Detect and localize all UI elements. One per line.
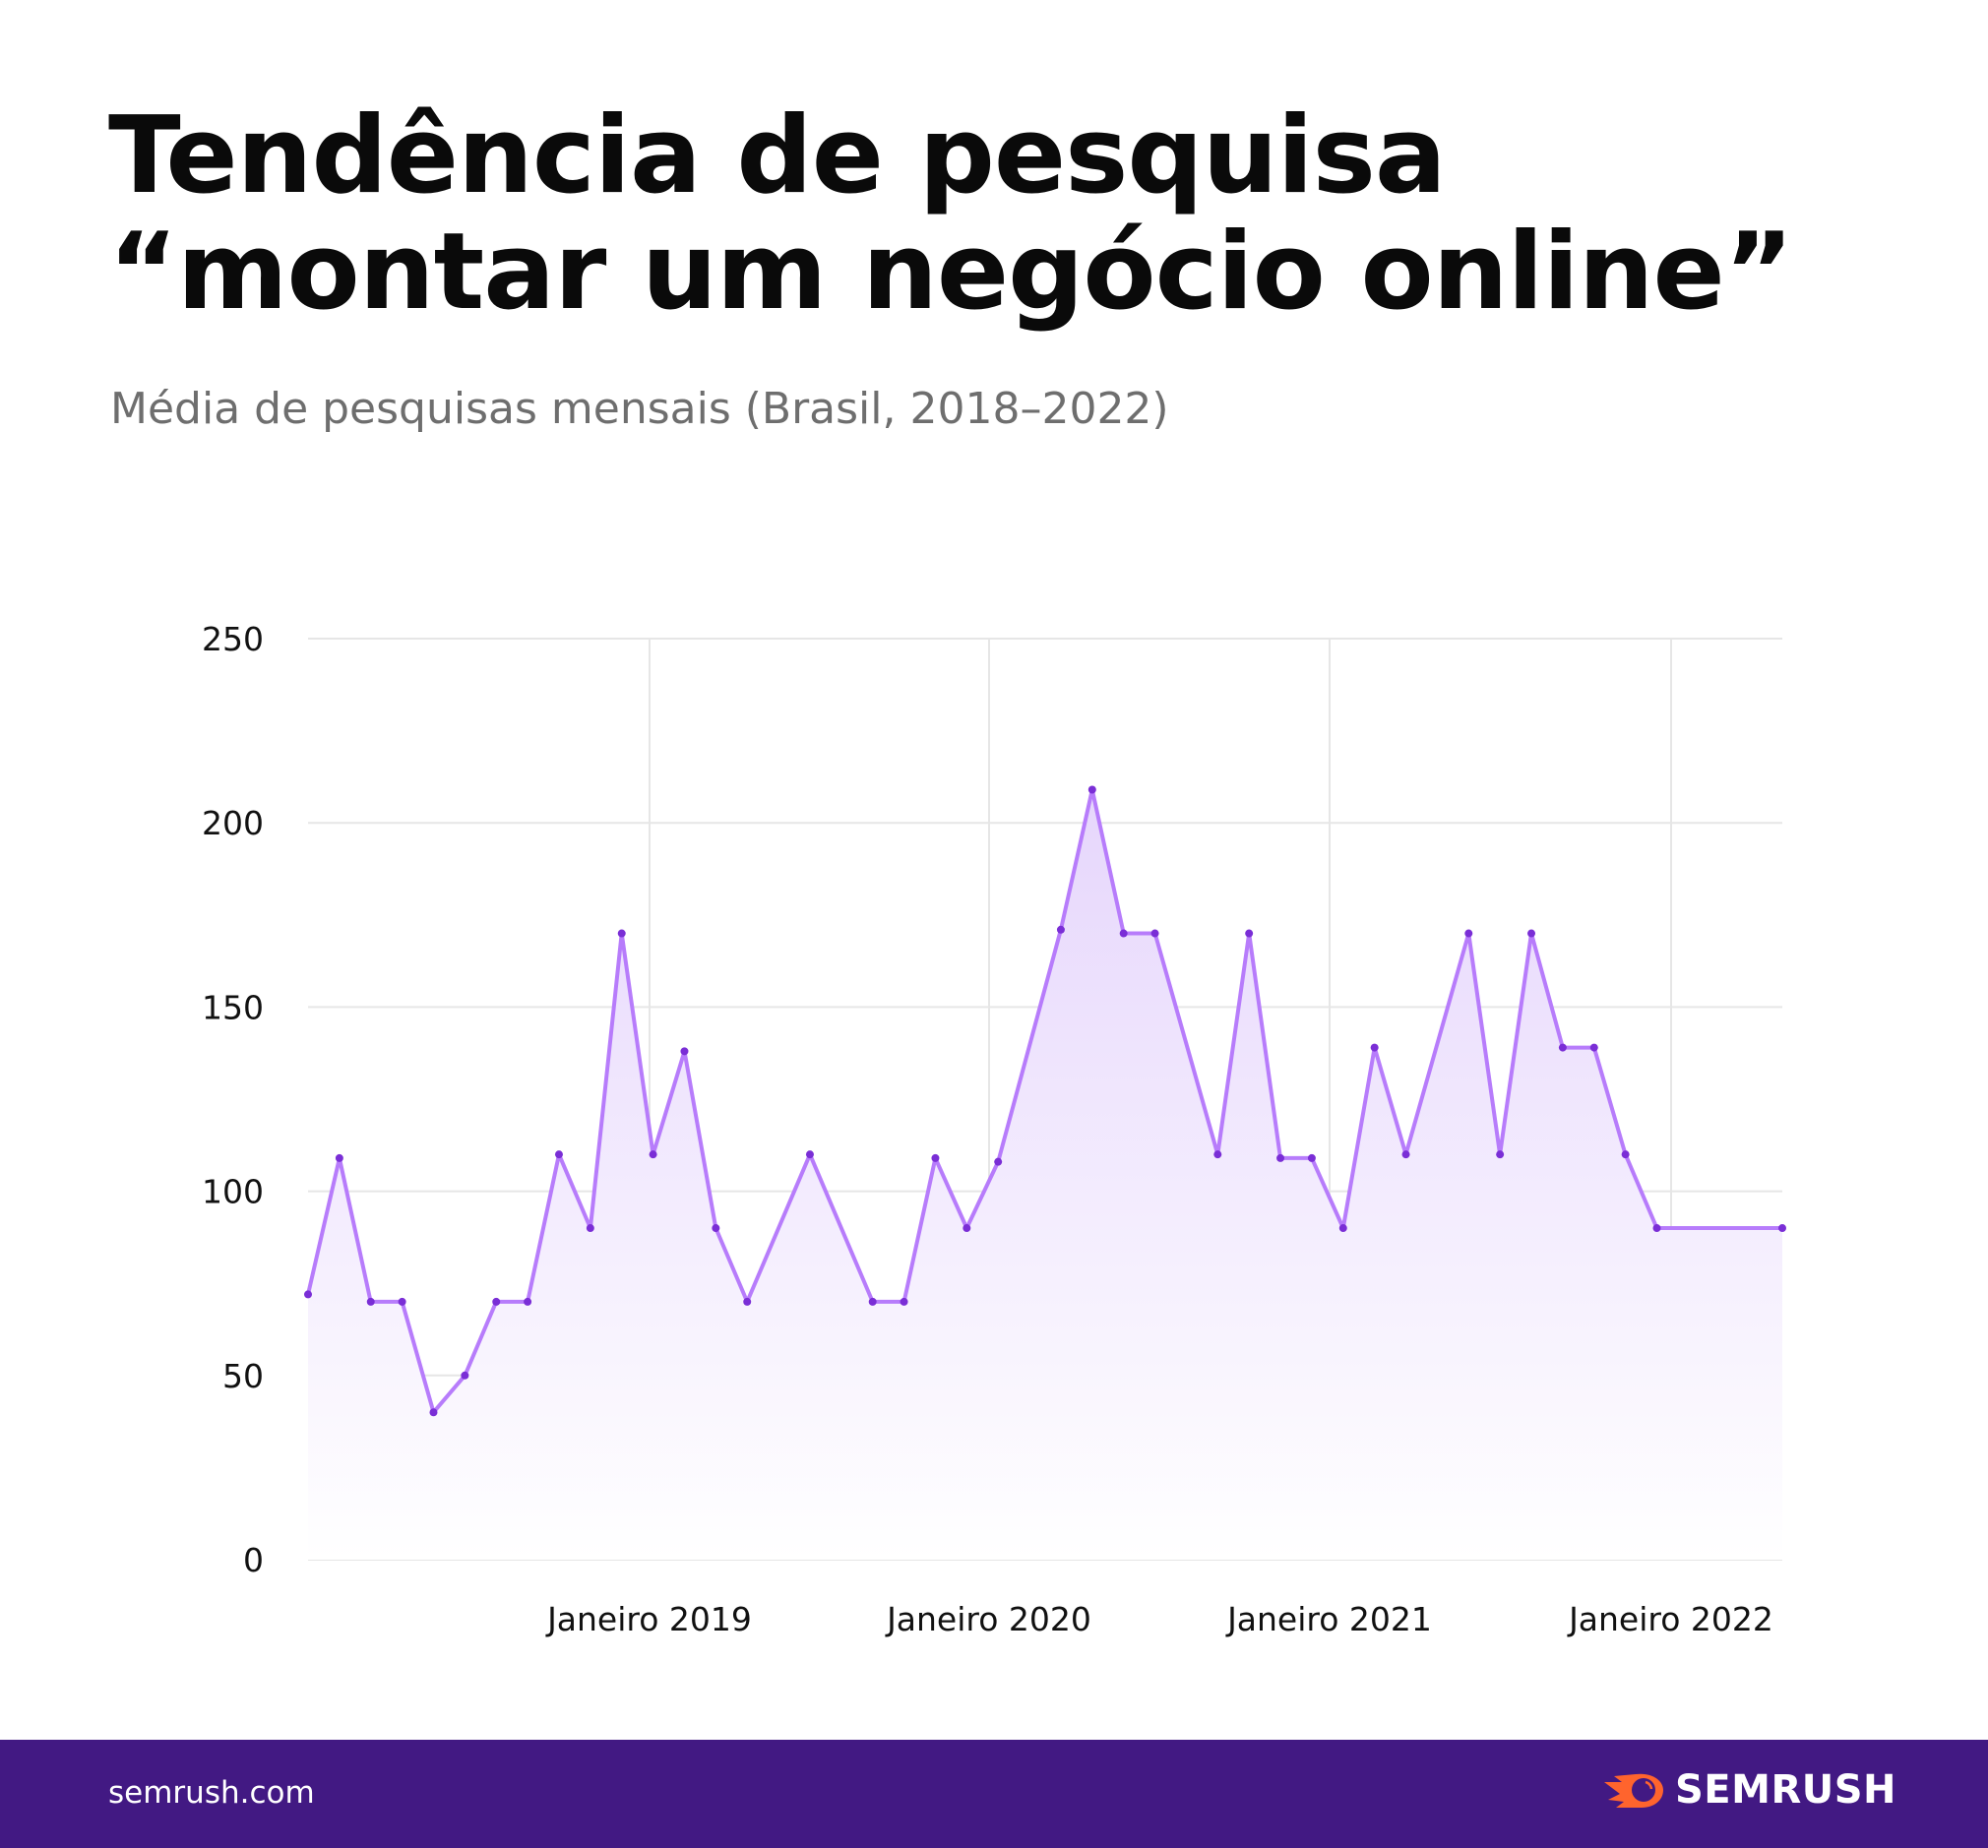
- data-point: [963, 1224, 971, 1233]
- semrush-logo: SEMRUSH: [1602, 1767, 1896, 1813]
- brand-name: SEMRUSH: [1675, 1767, 1897, 1813]
- x-tick-label: Janeiro 2019: [545, 1600, 752, 1638]
- data-point: [1119, 929, 1128, 938]
- chart-title: Tendência de pesquisa “montar um negócio …: [108, 98, 1794, 334]
- data-point: [1213, 1150, 1222, 1159]
- data-point: [617, 929, 626, 938]
- data-point: [429, 1408, 438, 1417]
- data-point: [1056, 925, 1065, 934]
- title-line-2: “montar um negócio online”: [108, 211, 1794, 334]
- data-point: [398, 1297, 406, 1306]
- data-point: [805, 1150, 814, 1159]
- data-point: [554, 1150, 563, 1159]
- x-tick-label: Janeiro 2021: [1225, 1600, 1432, 1638]
- chart-subtitle: Média de pesquisas mensais (Brasil, 2018…: [110, 384, 1169, 434]
- data-point: [994, 1157, 1003, 1166]
- data-point: [1496, 1150, 1505, 1159]
- data-point: [1464, 929, 1473, 938]
- data-point: [743, 1297, 752, 1306]
- data-point: [1307, 1153, 1316, 1162]
- series-line: [306, 787, 1782, 1415]
- data-point: [931, 1153, 940, 1162]
- data-point: [1527, 929, 1536, 938]
- data-point: [1778, 1224, 1786, 1233]
- x-tick-label: Janeiro 2022: [1567, 1600, 1773, 1638]
- data-point: [1652, 1224, 1661, 1233]
- title-line-1: Tendência de pesquisa: [108, 94, 1447, 217]
- area-chart: 0 50 100 150 200 250 Janeiro 2019 Janeiro 2020 J…: [202, 620, 1786, 1638]
- data-point: [1276, 1153, 1285, 1162]
- footer-bar: semrush.com SEMRUSH: [0, 1740, 1988, 1848]
- area-fill: [308, 789, 1782, 1560]
- data-point: [366, 1297, 375, 1306]
- data-point: [492, 1297, 501, 1306]
- data-point: [1150, 929, 1159, 938]
- data-point: [868, 1297, 877, 1306]
- data-point: [304, 1290, 312, 1299]
- data-point: [1338, 1224, 1347, 1233]
- data-point: [586, 1224, 594, 1233]
- data-point: [712, 1224, 720, 1233]
- y-tick-label: 100: [202, 1173, 264, 1211]
- data-point: [1087, 785, 1096, 794]
- data-point: [1558, 1043, 1567, 1052]
- data-point: [1245, 929, 1254, 938]
- x-tick-label: Janeiro 2020: [885, 1600, 1091, 1638]
- y-tick-label: 250: [202, 620, 264, 658]
- data-point: [1621, 1150, 1630, 1159]
- y-tick-label: 150: [202, 988, 264, 1026]
- data-point: [461, 1371, 469, 1380]
- data-point: [900, 1297, 908, 1306]
- data-point: [335, 1153, 343, 1162]
- data-point: [680, 1047, 689, 1056]
- y-tick-label: 50: [222, 1357, 264, 1395]
- data-point: [524, 1297, 532, 1306]
- data-point: [1401, 1150, 1410, 1159]
- y-tick-label: 200: [202, 804, 264, 842]
- data-point: [1370, 1043, 1379, 1052]
- site-link[interactable]: semrush.com: [108, 1775, 315, 1811]
- semrush-fireball-icon: [1604, 1773, 1663, 1808]
- data-point: [1589, 1043, 1598, 1052]
- y-tick-label: 0: [243, 1541, 264, 1579]
- data-point: [649, 1150, 657, 1159]
